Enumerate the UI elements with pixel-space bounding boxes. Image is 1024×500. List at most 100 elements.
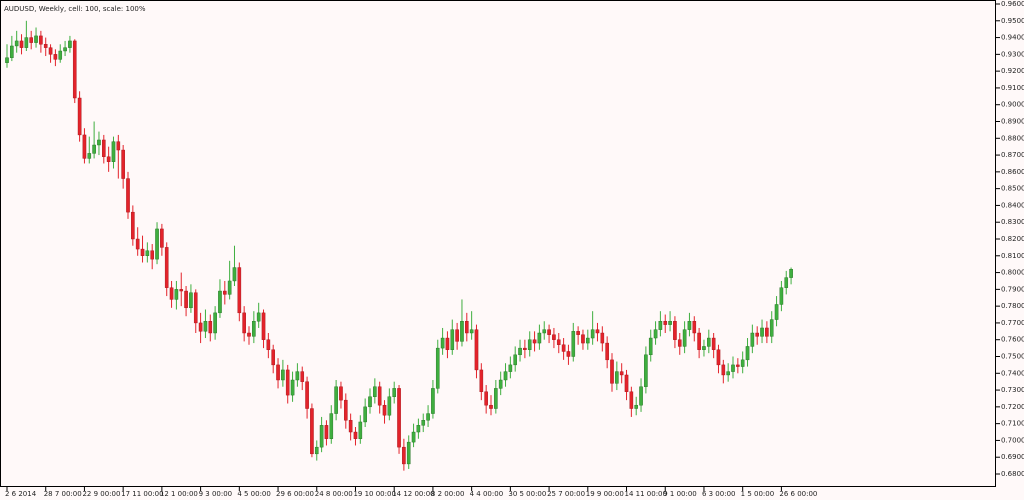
x-tick-label: 29 6 00:00 bbox=[276, 490, 314, 498]
candle-body bbox=[344, 399, 348, 421]
candle-body bbox=[373, 386, 377, 397]
candle-body bbox=[707, 337, 711, 347]
candle-body bbox=[126, 178, 130, 213]
y-tick-label: 0.7200 bbox=[1001, 403, 1024, 411]
y-tick-label: 0.7500 bbox=[1001, 353, 1024, 361]
candle-body bbox=[218, 290, 222, 314]
x-tick-label: 22 9 00:00 bbox=[82, 490, 120, 498]
candle-body bbox=[542, 329, 547, 334]
y-tick-label: 0.6800 bbox=[1001, 470, 1024, 478]
y-tick-label: 0.8300 bbox=[1001, 218, 1024, 226]
candle-body bbox=[644, 354, 648, 387]
candle-body bbox=[421, 420, 426, 426]
candle-body bbox=[300, 371, 305, 382]
candle-body bbox=[368, 396, 372, 408]
candle-body bbox=[353, 431, 358, 439]
candle-body bbox=[179, 289, 184, 292]
x-tick-label: 28 7 00:00 bbox=[44, 490, 82, 498]
y-tick-label: 0.9200 bbox=[1001, 67, 1024, 75]
candle-body bbox=[339, 386, 343, 401]
candle-body bbox=[721, 364, 726, 376]
y-tick-label: 0.7300 bbox=[1001, 386, 1024, 394]
candle-body bbox=[600, 332, 605, 344]
candle-body bbox=[440, 337, 445, 349]
candle-body bbox=[571, 331, 576, 357]
candle-body bbox=[726, 371, 730, 376]
candle-body bbox=[387, 396, 392, 416]
candle-body bbox=[566, 351, 571, 357]
candle-body bbox=[755, 332, 759, 337]
candle-body bbox=[48, 47, 53, 55]
candle-body bbox=[198, 322, 203, 332]
candle-body bbox=[208, 321, 213, 334]
candle-body bbox=[595, 329, 600, 334]
candle-body bbox=[658, 321, 663, 330]
y-tick-label: 0.9600 bbox=[1001, 0, 1024, 8]
x-tick-label: 12 1 00:00 bbox=[160, 490, 198, 498]
candle-body bbox=[184, 290, 188, 309]
candle-body bbox=[634, 404, 638, 409]
candle-body bbox=[615, 371, 619, 384]
y-tick-label: 0.8100 bbox=[1001, 252, 1024, 260]
candle-body bbox=[116, 141, 121, 151]
candle-body bbox=[745, 346, 750, 361]
candle-body bbox=[552, 334, 556, 340]
candle-body bbox=[750, 332, 755, 347]
x-tick-label: 9 3 00:00 bbox=[199, 490, 233, 498]
candle-body bbox=[494, 388, 498, 409]
x-tick-label: 26 6 00:00 bbox=[779, 490, 817, 498]
candle-body bbox=[63, 47, 67, 52]
candle-body bbox=[155, 228, 159, 260]
candle-body bbox=[411, 431, 416, 443]
candle-body bbox=[697, 332, 701, 350]
candle-body bbox=[455, 329, 459, 342]
candle-body bbox=[310, 408, 314, 455]
candle-body bbox=[24, 37, 29, 48]
candle-body bbox=[106, 156, 111, 162]
y-tick-label: 0.8000 bbox=[1001, 269, 1024, 277]
candle-body bbox=[174, 289, 179, 300]
x-tick-label: 8 2 00:00 bbox=[431, 490, 465, 498]
y-tick-label: 0.6900 bbox=[1001, 453, 1024, 461]
y-tick-label: 0.9400 bbox=[1001, 34, 1024, 42]
candle-body bbox=[247, 332, 251, 337]
y-tick-label: 0.8400 bbox=[1001, 201, 1024, 209]
candle-body bbox=[648, 337, 653, 356]
candle-body bbox=[227, 280, 232, 295]
y-tick-label: 0.7700 bbox=[1001, 319, 1024, 327]
candle-body bbox=[465, 321, 469, 334]
candle-body bbox=[101, 139, 106, 157]
x-tick-label: 2 6 2014 bbox=[5, 490, 37, 498]
candle-body bbox=[532, 339, 537, 344]
y-tick-label: 0.9300 bbox=[1001, 50, 1024, 58]
candle-body bbox=[769, 319, 774, 337]
y-tick-label: 0.7800 bbox=[1001, 302, 1024, 310]
candle-body bbox=[68, 40, 72, 48]
x-tick-label: 1 5 00:00 bbox=[741, 490, 775, 498]
y-tick-label: 0.7100 bbox=[1001, 420, 1024, 428]
candle-body bbox=[653, 329, 658, 339]
x-tick-label: 14 12 00:00 bbox=[392, 490, 434, 498]
candle-body bbox=[92, 144, 96, 154]
candle-body bbox=[537, 332, 542, 344]
y-tick-label: 0.9500 bbox=[1001, 17, 1024, 25]
candle-body bbox=[760, 327, 764, 337]
candle-body bbox=[160, 228, 164, 248]
y-tick-label: 0.9000 bbox=[1001, 101, 1024, 109]
candle-body bbox=[10, 45, 14, 58]
x-tick-label: 4 5 00:00 bbox=[237, 490, 271, 498]
candle-body bbox=[460, 321, 464, 342]
candle-body bbox=[77, 97, 82, 136]
candle-body bbox=[19, 40, 24, 48]
candle-body bbox=[581, 334, 585, 344]
candle-body bbox=[266, 339, 271, 350]
candle-body bbox=[503, 371, 508, 381]
candle-body bbox=[363, 406, 367, 423]
candle-body bbox=[392, 388, 397, 397]
candle-body bbox=[774, 304, 779, 320]
candle-body bbox=[329, 413, 334, 439]
y-tick-label: 0.7900 bbox=[1001, 285, 1024, 293]
x-tick-label: 14 11 00:00 bbox=[625, 490, 667, 498]
candle-body bbox=[213, 312, 217, 334]
